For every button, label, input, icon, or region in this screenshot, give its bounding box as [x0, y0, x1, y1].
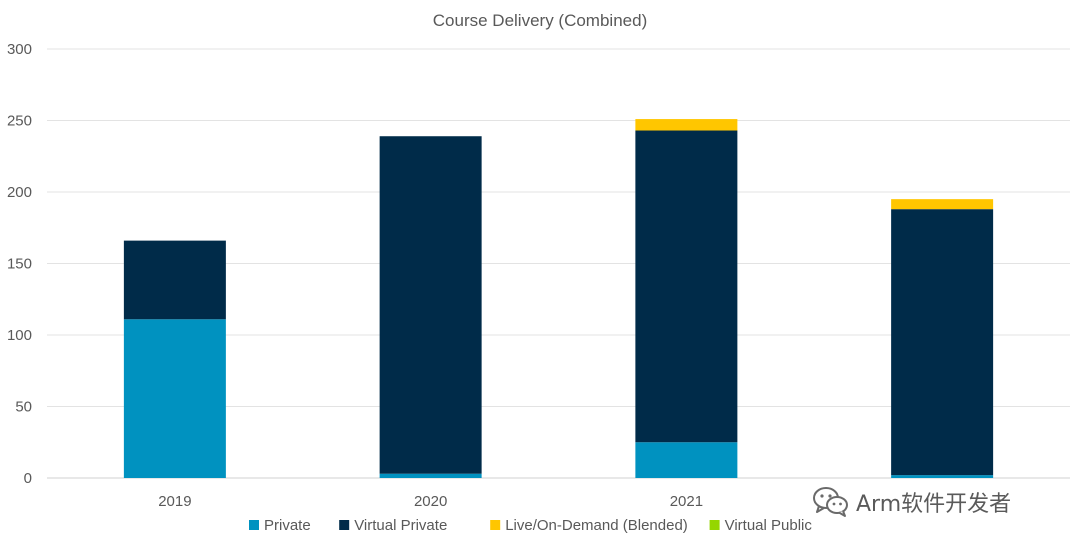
bar-2021-live-on-demand-blended- — [635, 119, 738, 131]
bar-2021-virtual-private — [635, 130, 738, 443]
y-tick-label: 50 — [15, 399, 32, 416]
y-tick-label: 150 — [7, 256, 32, 273]
legend-swatch-virtual-private — [339, 520, 350, 530]
y-tick-label: 100 — [7, 327, 32, 344]
y-tick-label: 250 — [7, 113, 32, 130]
bar-2022-private — [891, 475, 994, 478]
bar-2019-virtual-private — [123, 240, 226, 320]
legend-swatch-live-on-demand-blended- — [490, 520, 501, 530]
bar-2019-private — [123, 319, 226, 478]
bar-2020-virtual-private — [379, 136, 482, 474]
bar-2022-live-on-demand-blended- — [891, 199, 994, 210]
wechat-icon — [812, 485, 850, 519]
watermark-text: Arm软件开发者 — [856, 492, 1012, 517]
legend-swatch-virtual-public — [709, 520, 720, 530]
chart-title: Course Delivery (Combined) — [433, 11, 647, 30]
x-tick-label: 2020 — [414, 493, 447, 510]
watermark: Arm软件开发者 — [812, 484, 1011, 520]
legend-label-virtual-public: Virtual Public — [725, 517, 813, 534]
bar-2021-private — [635, 442, 738, 478]
legend-label-live-on-demand-blended-: Live/On-Demand (Blended) — [505, 517, 688, 534]
y-tick-label: 300 — [7, 41, 32, 58]
bar-2020-private — [379, 473, 482, 478]
y-tick-label: 200 — [7, 184, 32, 201]
y-tick-label: 0 — [24, 470, 32, 487]
legend-label-virtual-private: Virtual Private — [354, 517, 447, 534]
x-tick-label: 2021 — [670, 493, 703, 510]
legend-label-private: Private — [264, 517, 311, 534]
x-tick-label: 2019 — [158, 493, 191, 510]
legend-swatch-private — [249, 520, 259, 530]
bar-2022-virtual-private — [891, 209, 994, 476]
